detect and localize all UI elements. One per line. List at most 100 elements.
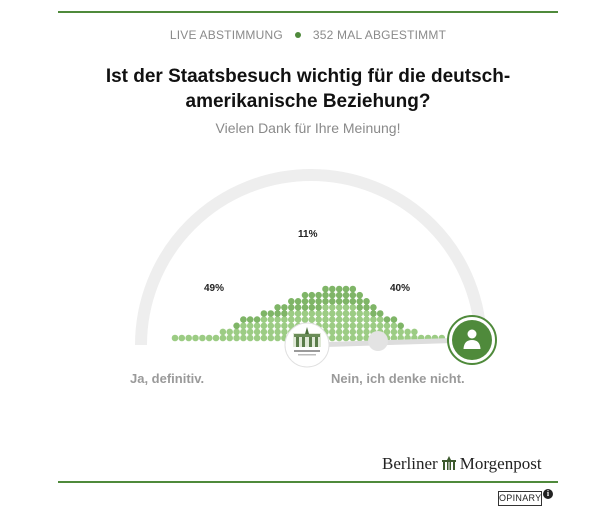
vote-dot — [363, 316, 370, 323]
vote-dot — [322, 322, 329, 330]
vote-dot — [390, 322, 398, 330]
result-percent-left: 49% — [204, 283, 225, 294]
vote-dot — [226, 328, 233, 336]
vote-dot — [356, 304, 364, 311]
user-icon — [463, 329, 481, 349]
thanks-message: Vielen Dank für Ihre Meinung! — [215, 120, 401, 136]
vote-dot — [288, 304, 295, 311]
selection-track — [309, 337, 471, 348]
vote-dot — [411, 328, 418, 336]
vote-dot — [342, 334, 350, 342]
vote-dot — [349, 328, 357, 336]
vote-dot — [356, 298, 364, 305]
vote-dot — [335, 298, 343, 305]
vote-dot — [260, 334, 268, 342]
vote-dot — [219, 328, 227, 336]
vote-dot — [342, 310, 350, 317]
vote-dot — [356, 291, 364, 299]
vote-dot — [329, 316, 336, 323]
vote-dot — [370, 322, 377, 330]
vote-dot — [233, 328, 240, 336]
vote-dot — [342, 291, 350, 299]
vote-dot — [294, 304, 302, 311]
info-icon[interactable]: i — [543, 489, 553, 499]
vote-dot — [363, 328, 370, 336]
vote-dot — [342, 316, 350, 323]
vote-dot — [329, 328, 336, 336]
vote-dot — [308, 316, 316, 323]
vote-dot — [356, 334, 364, 342]
vote-dot — [226, 334, 233, 342]
vote-dot — [370, 304, 377, 311]
vote-dot — [212, 334, 220, 342]
vote-dot — [335, 285, 343, 293]
vote-dot — [288, 310, 295, 317]
vote-dot — [342, 322, 350, 330]
vote-dot — [370, 316, 377, 323]
slider-handle[interactable] — [368, 331, 388, 351]
vote-dot — [329, 304, 336, 311]
vote-dot — [363, 298, 370, 305]
vote-dot — [315, 304, 322, 311]
vote-dot — [171, 334, 179, 342]
vote-dot — [329, 285, 336, 293]
vote-dot — [322, 298, 329, 305]
vote-dot — [383, 316, 391, 323]
vote-dot — [274, 310, 281, 317]
vote-dot — [349, 310, 357, 317]
vote-dot — [274, 316, 281, 323]
vote-dot — [260, 316, 268, 323]
vote-dot — [267, 328, 275, 336]
vote-dot — [281, 316, 288, 323]
publisher-thumbnail — [284, 322, 330, 368]
vote-dot — [294, 310, 302, 317]
vote-dot — [315, 291, 322, 299]
vote-dot — [397, 322, 405, 330]
vote-dot — [342, 328, 350, 336]
vote-dot — [192, 334, 199, 342]
vote-dot — [335, 328, 343, 336]
user-vote-marker[interactable] — [447, 315, 497, 365]
vote-dot — [281, 310, 288, 317]
vote-dot — [308, 304, 316, 311]
vote-dot — [246, 316, 254, 323]
answer-left-label: Ja, definitiv. — [130, 371, 205, 386]
vote-dot — [240, 334, 247, 342]
vote-dot — [363, 310, 370, 317]
vote-dot — [267, 334, 275, 342]
vote-dot — [390, 328, 398, 336]
vote-dot — [329, 334, 336, 342]
vote-dot — [274, 304, 281, 311]
vote-dot — [240, 322, 247, 330]
vote-dot — [315, 316, 322, 323]
vote-dot — [178, 334, 186, 342]
vote-dot — [356, 316, 364, 323]
vote-dot — [253, 334, 261, 342]
vote-dot — [301, 310, 309, 317]
vote-dot — [342, 285, 350, 293]
vote-dot — [349, 298, 357, 305]
vote-dot — [301, 291, 309, 299]
vote-dot — [308, 291, 316, 299]
vote-dot — [390, 334, 398, 342]
vote-dot — [349, 334, 357, 342]
vote-dot — [294, 298, 302, 305]
opinary-logo[interactable]: OPINARY — [498, 491, 542, 506]
vote-dot — [349, 291, 357, 299]
vote-dot — [322, 304, 329, 311]
publisher-logo[interactable]: Berliner Morgenpost — [382, 454, 542, 474]
vote-dot — [240, 316, 247, 323]
top-divider — [58, 11, 558, 13]
vote-dot — [370, 310, 377, 317]
vote-dot — [267, 310, 275, 317]
vote-dot — [376, 316, 384, 323]
vote-dot — [253, 316, 261, 323]
vote-dot — [253, 328, 261, 336]
live-label: LIVE ABSTIMMUNG — [169, 28, 283, 42]
vote-dot — [301, 304, 309, 311]
live-dot — [294, 31, 301, 38]
result-percent-right: 40% — [390, 283, 411, 294]
vote-dot — [246, 334, 254, 342]
vote-dot — [301, 298, 309, 305]
vote-dot — [335, 334, 343, 342]
